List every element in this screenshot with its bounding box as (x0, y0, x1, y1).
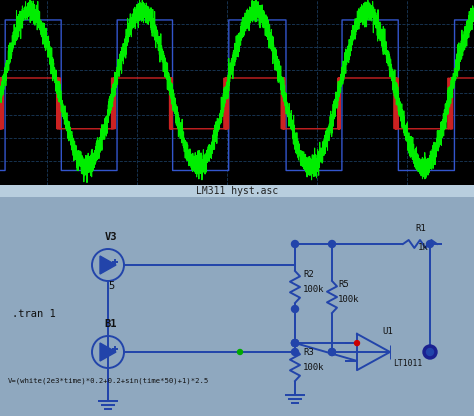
Circle shape (237, 349, 243, 354)
Circle shape (355, 341, 359, 346)
Text: R2: R2 (303, 270, 314, 279)
Circle shape (292, 305, 299, 312)
Circle shape (423, 345, 437, 359)
Circle shape (427, 349, 434, 356)
Text: .tran 1: .tran 1 (12, 309, 56, 319)
Circle shape (292, 349, 299, 356)
Circle shape (292, 339, 299, 347)
Circle shape (328, 240, 336, 248)
Polygon shape (100, 256, 116, 274)
Text: 100k: 100k (303, 363, 325, 372)
Text: R1: R1 (415, 224, 426, 233)
Text: LM311 hyst.asc: LM311 hyst.asc (196, 186, 278, 196)
Circle shape (328, 349, 336, 356)
Text: LT1011: LT1011 (393, 359, 422, 368)
Text: 1k: 1k (418, 243, 429, 252)
Circle shape (292, 240, 299, 248)
Text: V=(white(2e3*time)*0.2+0.2+sin(time*50)+1)*2.5: V=(white(2e3*time)*0.2+0.2+sin(time*50)+… (8, 377, 209, 384)
Text: U1: U1 (382, 327, 393, 336)
Text: V3: V3 (105, 232, 117, 242)
Circle shape (292, 339, 299, 347)
Text: R3: R3 (303, 348, 314, 357)
Circle shape (292, 339, 299, 347)
Text: R5: R5 (338, 280, 349, 289)
Text: 100k: 100k (338, 295, 359, 304)
Circle shape (328, 349, 336, 356)
Text: 5: 5 (108, 281, 114, 291)
Polygon shape (100, 343, 116, 361)
Text: 100k: 100k (303, 285, 325, 294)
Circle shape (427, 240, 434, 248)
Text: B1: B1 (105, 319, 117, 329)
